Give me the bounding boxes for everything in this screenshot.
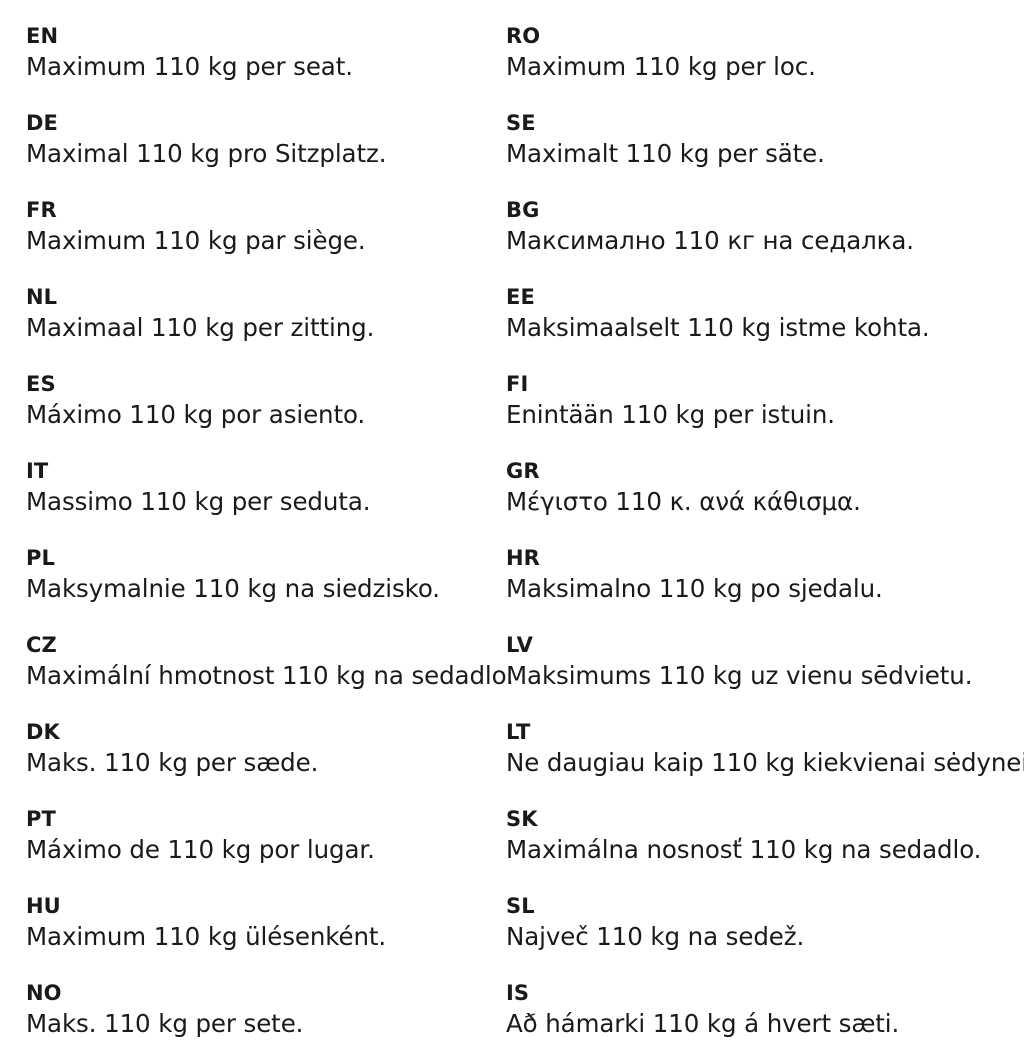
language-entry-dk: DK Maks. 110 kg per sæde. <box>26 718 490 779</box>
language-code: HU <box>26 894 61 918</box>
language-code: SL <box>506 894 535 918</box>
weight-limit-text: Maximaal 110 kg per zitting. <box>26 313 375 342</box>
language-entry-ee: EE Maksimaalselt 110 kg istme kohta. <box>506 283 1024 344</box>
language-entry-nl: NL Maximaal 110 kg per zitting. <box>26 283 490 344</box>
right-column: RO Maximum 110 kg per loc. SE Maximalt 110 … <box>490 22 1024 1040</box>
weight-limit-text: Maximalt 110 kg per säte. <box>506 139 825 168</box>
language-entry-de: DE Maximal 110 kg pro Sitzplatz. <box>26 109 490 170</box>
language-entry-it: IT Massimo 110 kg per seduta. <box>26 457 490 518</box>
language-entry-en: EN Maximum 110 kg per seat. <box>26 22 490 83</box>
weight-limit-text: Maksimums 110 kg uz vienu sēdvietu. <box>506 661 973 690</box>
weight-limit-text: Maksymalnie 110 kg na siedzisko. <box>26 574 440 603</box>
language-entry-lt: LT Ne daugiau kaip 110 kg kiekvienai sėdy… <box>506 718 1024 779</box>
language-entry-ro: RO Maximum 110 kg per loc. <box>506 22 1024 83</box>
language-code: NO <box>26 981 62 1005</box>
language-entry-lv: LV Maksimums 110 kg uz vienu sēdvietu. <box>506 631 1024 692</box>
language-code: LV <box>506 633 533 657</box>
language-code: IS <box>506 981 530 1005</box>
language-entry-es: ES Máximo 110 kg por asiento. <box>26 370 490 431</box>
weight-limit-text: Največ 110 kg na sedež. <box>506 922 805 951</box>
language-code: PT <box>26 807 56 831</box>
weight-limit-text: Maksimalno 110 kg po sjedalu. <box>506 574 883 603</box>
language-code: IT <box>26 459 49 483</box>
language-entry-hr: HR Maksimalno 110 kg po sjedalu. <box>506 544 1024 605</box>
weight-limit-text: Maximum 110 kg par siège. <box>26 226 366 255</box>
weight-limit-text: Maksimaalselt 110 kg istme kohta. <box>506 313 930 342</box>
language-code: HR <box>506 546 540 570</box>
weight-limit-text: Maximální hmotnost 110 kg na sedadlo. <box>26 661 514 690</box>
language-code: ES <box>26 372 56 396</box>
language-code: PL <box>26 546 55 570</box>
language-entry-pt: PT Máximo de 110 kg por lugar. <box>26 805 490 866</box>
language-entry-se: SE Maximalt 110 kg per säte. <box>506 109 1024 170</box>
language-entry-bg: BG Максимално 110 кг на седалка. <box>506 196 1024 257</box>
weight-limit-text: Ne daugiau kaip 110 kg kiekvienai sėdyne… <box>506 748 1024 777</box>
language-entry-no: NO Maks. 110 kg per sete. <box>26 979 490 1040</box>
language-code: BG <box>506 198 540 222</box>
language-entry-sk: SK Maximálna nosnosť 110 kg na sedadlo. <box>506 805 1024 866</box>
language-entry-hu: HU Maximum 110 kg ülésenként. <box>26 892 490 953</box>
language-code: NL <box>26 285 58 309</box>
language-entry-fr: FR Maximum 110 kg par siège. <box>26 196 490 257</box>
language-entry-cz: CZ Maximální hmotnost 110 kg na sedadlo. <box>26 631 514 692</box>
language-code: FR <box>26 198 57 222</box>
language-code: DE <box>26 111 58 135</box>
language-code: EE <box>506 285 535 309</box>
weight-limit-text: Maximum 110 kg per seat. <box>26 52 353 81</box>
language-entry-is: IS Að hámarki 110 kg á hvert sæti. <box>506 979 1024 1040</box>
language-code: DK <box>26 720 60 744</box>
language-code: SE <box>506 111 536 135</box>
language-entry-gr: GR Μέγιστο 110 κ. ανά κάθισμα. <box>506 457 1024 518</box>
language-code: CZ <box>26 633 57 657</box>
language-entry-pl: PL Maksymalnie 110 kg na siedzisko. <box>26 544 490 605</box>
weight-limit-text: Maximálna nosnosť 110 kg na sedadlo. <box>506 835 982 864</box>
weight-limit-text: Enintään 110 kg per istuin. <box>506 400 835 429</box>
weight-limit-text: Maximal 110 kg pro Sitzplatz. <box>26 139 387 168</box>
columns-container: EN Maximum 110 kg per seat. DE Maximal 110 … <box>0 22 1024 1040</box>
language-code: FI <box>506 372 529 396</box>
weight-limit-text: Максимално 110 кг на седалка. <box>506 226 914 255</box>
weight-limit-text: Máximo de 110 kg por lugar. <box>26 835 375 864</box>
weight-limit-text: Maximum 110 kg per loc. <box>506 52 816 81</box>
language-code: RO <box>506 24 541 48</box>
language-code: LT <box>506 720 531 744</box>
language-code: GR <box>506 459 540 483</box>
left-column: EN Maximum 110 kg per seat. DE Maximal 110 … <box>0 22 514 1040</box>
language-code: SK <box>506 807 538 831</box>
weight-limit-text: Maximum 110 kg ülésenként. <box>26 922 387 951</box>
weight-limit-text: Maks. 110 kg per sæde. <box>26 748 319 777</box>
language-code: EN <box>26 24 59 48</box>
weight-limit-text: Máximo 110 kg por asiento. <box>26 400 366 429</box>
language-entry-sl: SL Največ 110 kg na sedež. <box>506 892 1024 953</box>
language-entry-fi: FI Enintään 110 kg per istuin. <box>506 370 1024 431</box>
weight-limit-text: Μέγιστο 110 κ. ανά κάθισμα. <box>506 487 861 516</box>
weight-limit-text: Massimo 110 kg per seduta. <box>26 487 371 516</box>
